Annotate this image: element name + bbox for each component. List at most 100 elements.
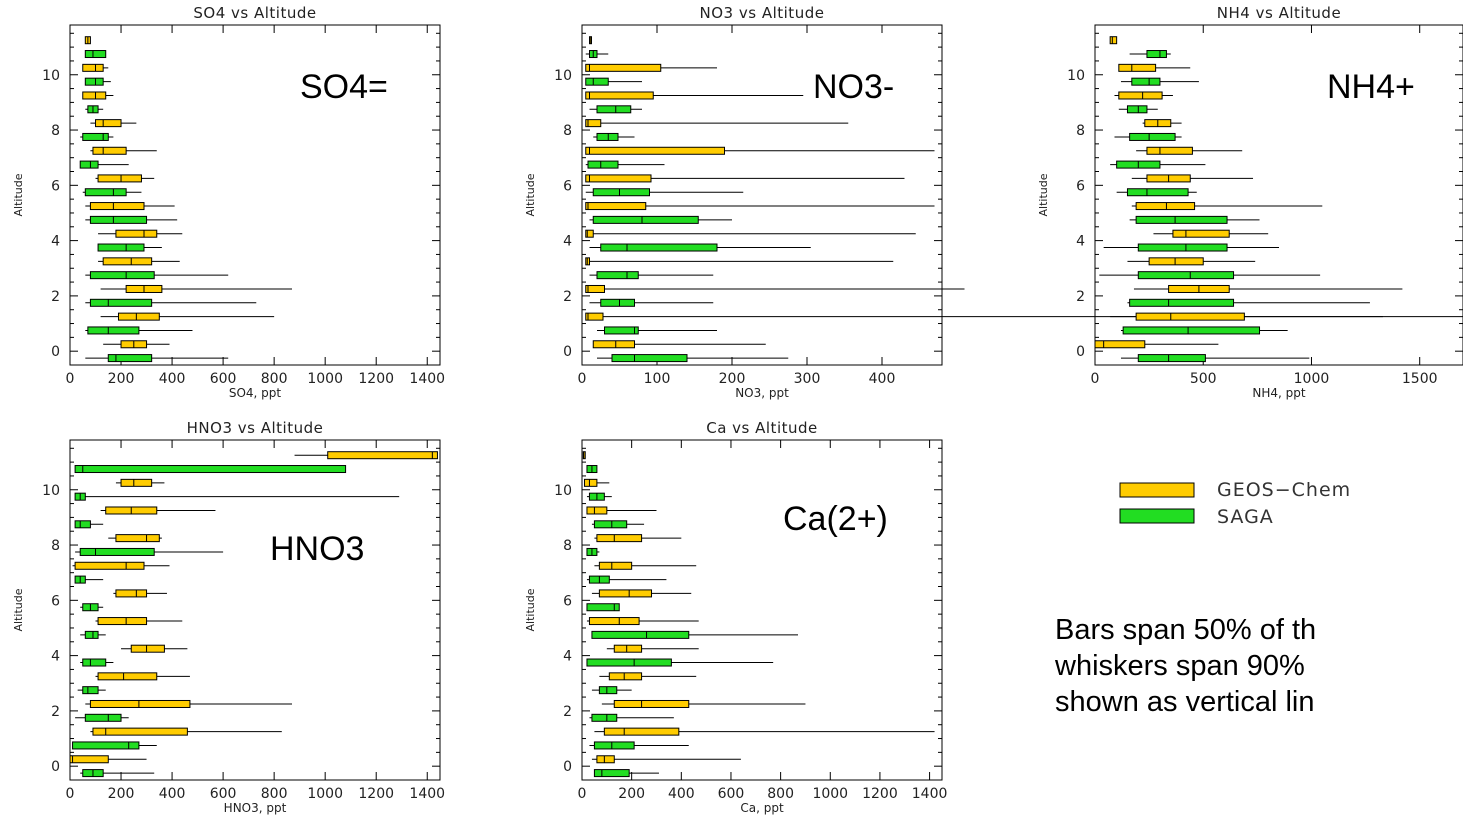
y-tick-label: 0 — [1076, 344, 1085, 360]
x-tick-label: 600 — [210, 786, 237, 802]
x-tick-label: 400 — [668, 786, 695, 802]
box-geos-chem — [1148, 257, 1204, 266]
box-saga — [598, 686, 618, 695]
x-tick-label: 600 — [210, 371, 237, 387]
box-saga — [591, 630, 690, 639]
y-tick-label: 0 — [51, 759, 60, 775]
y-axis-label: Altitude — [524, 173, 537, 216]
box-geos-chem — [608, 672, 643, 681]
box-saga — [79, 547, 155, 556]
box-saga — [97, 243, 145, 252]
box-saga — [1126, 105, 1148, 114]
y-tick-label: 10 — [42, 483, 60, 499]
y-tick-label: 8 — [563, 538, 572, 554]
box-saga — [1137, 271, 1235, 280]
y-tick-label: 6 — [51, 178, 60, 194]
box-saga — [591, 713, 618, 722]
box-saga — [87, 326, 140, 335]
x-tick-label: 1400 — [409, 371, 445, 387]
box-geos-chem — [130, 644, 165, 653]
y-tick-label: 6 — [563, 178, 572, 194]
box-geos-chem — [1146, 146, 1193, 155]
y-tick-label: 4 — [51, 649, 60, 665]
box-saga — [604, 326, 639, 335]
y-tick-label: 10 — [1067, 68, 1085, 84]
x-axis-label: Ca, ppt — [740, 801, 784, 815]
y-tick-label: 6 — [563, 593, 572, 609]
y-tick-label: 0 — [563, 759, 572, 775]
plot-frame — [581, 439, 943, 781]
box-geos-chem — [82, 91, 107, 100]
box-geos-chem — [613, 644, 643, 653]
y-tick-label: 8 — [51, 123, 60, 139]
legend-label-geos-chem: GEOS−Chem — [1217, 479, 1351, 501]
box-geos-chem — [92, 146, 127, 155]
x-tick-label: 800 — [261, 786, 288, 802]
box-saga — [586, 603, 620, 612]
box-saga — [1122, 326, 1261, 335]
box-geos-chem — [69, 755, 109, 764]
box-geos-chem — [89, 202, 145, 211]
y-tick-label: 8 — [563, 123, 572, 139]
caption-line-3: shown as vertical lin — [1055, 686, 1315, 718]
species-label: NO3- — [813, 68, 894, 106]
x-tick-label: 1000 — [307, 371, 343, 387]
box-saga — [596, 271, 639, 280]
box-geos-chem — [102, 257, 153, 266]
box-saga — [1129, 298, 1235, 307]
y-tick-label: 8 — [51, 538, 60, 554]
x-tick-label: 1000 — [812, 786, 848, 802]
y-axis-label: Altitude — [12, 588, 25, 631]
x-tick-label: 0 — [66, 786, 75, 802]
y-tick-label: 6 — [1076, 178, 1085, 194]
legend-swatch-geos-chem — [1119, 482, 1195, 498]
x-tick-label: 1400 — [912, 786, 948, 802]
box-geos-chem — [89, 699, 191, 708]
box-saga — [611, 354, 688, 363]
y-tick-label: 8 — [1076, 123, 1085, 139]
box-saga — [84, 77, 104, 86]
y-axis-label: Altitude — [1037, 173, 1050, 216]
x-tick-label: 600 — [718, 786, 745, 802]
box-geos-chem — [1094, 340, 1146, 349]
box-geos-chem — [92, 727, 188, 736]
legend-swatch-saga — [1119, 508, 1195, 524]
box-saga — [1126, 188, 1189, 197]
x-tick-label: 200 — [618, 786, 645, 802]
box-geos-chem — [592, 340, 635, 349]
box-saga — [1137, 243, 1228, 252]
y-tick-label: 4 — [563, 649, 572, 665]
y-tick-label: 2 — [563, 704, 572, 720]
box-saga — [79, 160, 99, 169]
y-tick-label: 10 — [42, 68, 60, 84]
x-tick-label: 300 — [794, 371, 821, 387]
box-saga — [89, 298, 153, 307]
x-tick-label: 400 — [869, 371, 896, 387]
species-label: NH4+ — [1327, 68, 1415, 106]
y-tick-label: 10 — [554, 68, 572, 84]
box-geos-chem — [596, 755, 615, 764]
box-geos-chem — [585, 284, 605, 293]
x-tick-label: 0 — [578, 786, 587, 802]
box-geos-chem — [583, 478, 598, 487]
box-saga — [585, 77, 609, 86]
box-geos-chem — [97, 617, 148, 626]
box-saga — [593, 741, 635, 750]
caption-line-1: Bars span 50% of th — [1055, 614, 1317, 646]
box-geos-chem — [97, 174, 142, 183]
x-tick-label: 400 — [159, 371, 186, 387]
box-geos-chem — [74, 561, 145, 570]
box-saga — [84, 50, 107, 59]
x-tick-label: 1200 — [358, 786, 394, 802]
x-tick-label: 400 — [159, 786, 186, 802]
y-tick-label: 4 — [563, 234, 572, 250]
y-tick-label: 2 — [51, 289, 60, 305]
x-tick-label: 0 — [1091, 371, 1100, 387]
box-geos-chem — [585, 312, 604, 321]
box-geos-chem — [588, 617, 640, 626]
legend: GEOS−Chem SAGA — [1119, 479, 1351, 528]
x-tick-label: 1000 — [1294, 371, 1330, 387]
x-tick-label: 1200 — [358, 371, 394, 387]
y-axis-label: Altitude — [12, 173, 25, 216]
box-geos-chem — [1109, 36, 1118, 45]
